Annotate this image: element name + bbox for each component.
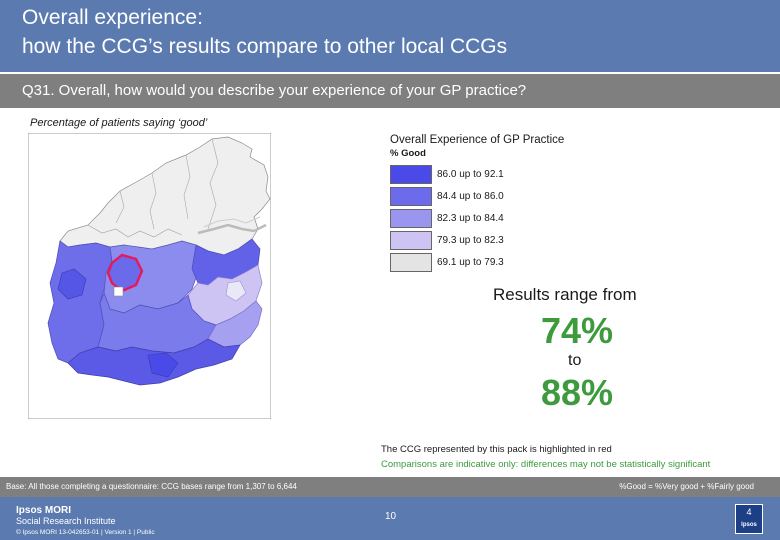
question-text: Q31. Overall, how would you describe you… bbox=[22, 82, 527, 99]
map-subtitle: Percentage of patients saying ‘good’ bbox=[30, 117, 208, 129]
page-title-line1: Overall experience: bbox=[22, 6, 203, 29]
legend-title: Overall Experience of GP Practice bbox=[390, 134, 565, 146]
ccg-map-graphic bbox=[27, 132, 272, 420]
logo-number: 4 bbox=[746, 507, 752, 517]
legend-swatch bbox=[390, 165, 432, 184]
results-to-label: to bbox=[568, 352, 582, 369]
brand-name: Ipsos MORI bbox=[16, 505, 72, 516]
legend-label: 84.4 up to 86.0 bbox=[437, 191, 504, 202]
legend-label: 69.1 up to 79.3 bbox=[437, 257, 504, 268]
ipsos-logo: 4 Ipsos bbox=[735, 504, 763, 534]
ccg-map bbox=[27, 132, 272, 420]
legend-label: 82.3 up to 84.4 bbox=[437, 213, 504, 224]
base-text: Base: All those completing a questionnai… bbox=[6, 482, 297, 491]
results-range-label: Results range from bbox=[493, 285, 637, 304]
page-number: 10 bbox=[385, 511, 397, 522]
copyright-text: © Ipsos MORI 13-042653-01 | Version 1 | … bbox=[16, 529, 155, 536]
base-bar: Base: All those completing a questionnai… bbox=[0, 477, 780, 497]
question-bar: Q31. Overall, how would you describe you… bbox=[0, 74, 780, 108]
legend-label: 86.0 up to 92.1 bbox=[437, 169, 504, 180]
results-high-value: 88% bbox=[541, 372, 614, 413]
comparison-note: Comparisons are indicative only: differe… bbox=[381, 459, 711, 470]
legend-swatch bbox=[390, 253, 432, 272]
legend-swatch bbox=[390, 187, 432, 206]
base-definition: %Good = %Very good + %Fairly good bbox=[619, 482, 754, 491]
title-bar: Overall experience: how the CCG’s result… bbox=[0, 0, 780, 72]
results-low-value: 74% bbox=[541, 310, 614, 351]
logo-text: Ipsos bbox=[741, 522, 757, 528]
legend-swatch bbox=[390, 231, 432, 250]
map-legend: Overall Experience of GP Practice % Good… bbox=[390, 134, 580, 272]
highlight-note: The CCG represented by this pack is high… bbox=[381, 444, 612, 455]
legend-label: 79.3 up to 82.3 bbox=[437, 235, 504, 246]
legend-subtitle: % Good bbox=[390, 148, 426, 159]
footer: Ipsos MORI Social Research Institute © I… bbox=[0, 497, 780, 540]
legend-swatch bbox=[390, 209, 432, 228]
brand-subtitle: Social Research Institute bbox=[16, 516, 116, 526]
page-title-line2: how the CCG’s results compare to other l… bbox=[22, 35, 508, 58]
